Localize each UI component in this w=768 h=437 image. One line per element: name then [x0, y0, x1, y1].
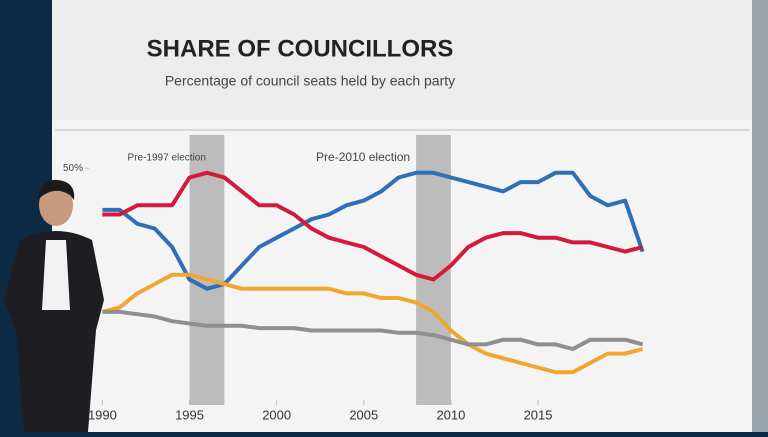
series-line	[101, 272, 644, 375]
x-tick-label: 2015	[524, 407, 553, 422]
presenter-hair	[38, 179, 75, 200]
screen-header	[52, 0, 752, 120]
presenter	[4, 179, 104, 432]
screen-edge	[752, 0, 768, 432]
plot: Pre-1997 election Pre-2010 election 50% 199…	[55, 129, 750, 422]
shaded-period	[189, 135, 225, 405]
chart-subtitle: Percentage of council seats held by each…	[165, 73, 455, 89]
presenter-shirt	[42, 240, 70, 310]
x-tick-label: 1990	[88, 407, 117, 422]
series-line	[102, 309, 644, 351]
presenter-suit	[4, 231, 104, 432]
x-tick-label: 2005	[349, 407, 378, 422]
x-tick-label: 2000	[262, 407, 291, 422]
series-line	[102, 170, 644, 282]
x-tick-label: 1995	[175, 407, 204, 422]
y-tick-label: 50%	[63, 163, 83, 174]
period-label: Pre-1997 election	[128, 153, 206, 164]
chart-title: SHARE OF COUNCILLORS	[147, 35, 454, 62]
series-line	[102, 170, 645, 291]
period-label: Pre-2010 election	[316, 150, 410, 164]
x-tick-label: 2010	[436, 407, 465, 422]
presenter-head	[39, 184, 73, 226]
